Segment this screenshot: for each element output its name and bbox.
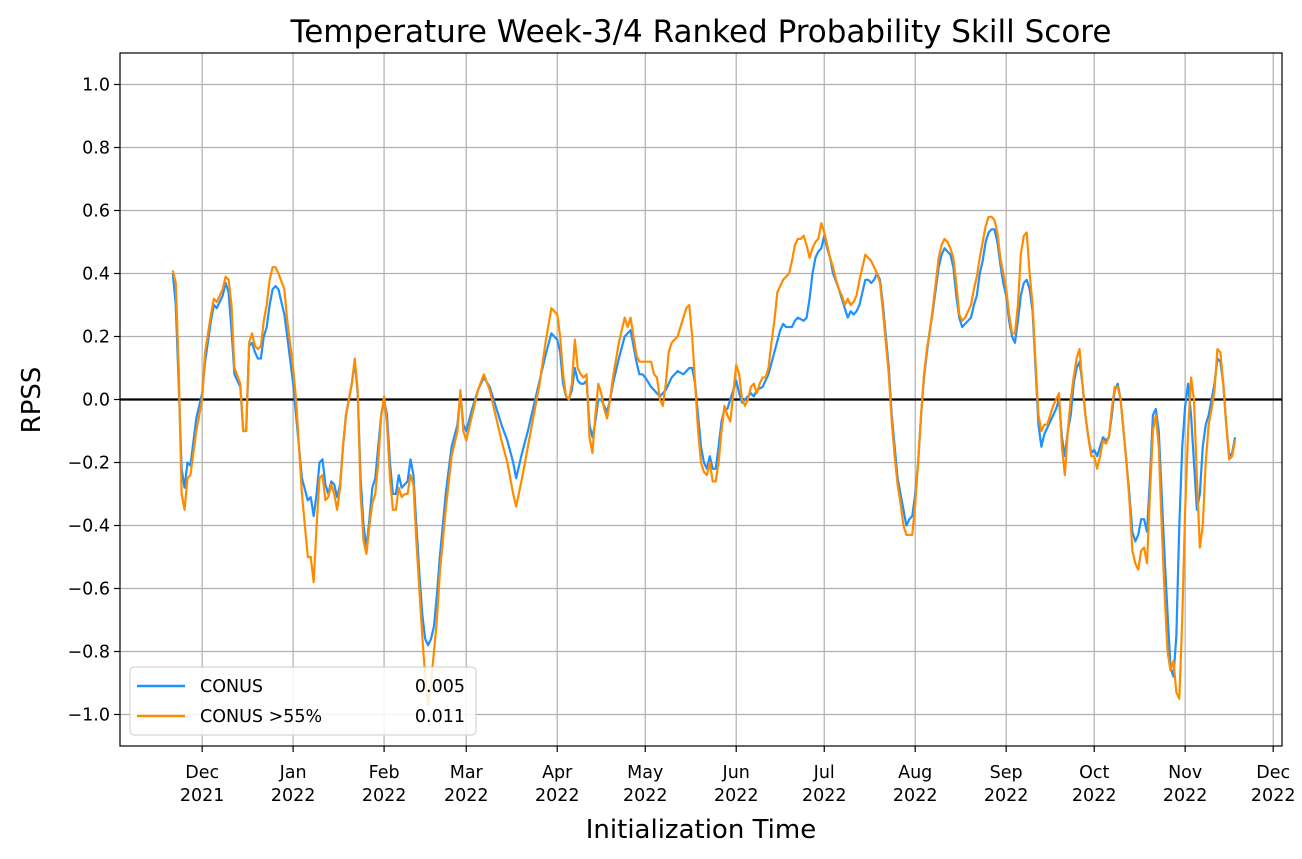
legend-box — [129, 666, 477, 736]
y-axis-label: RPSS — [17, 367, 47, 434]
x-tick-label-month: Jan — [279, 763, 307, 783]
y-tick-label: 0.6 — [82, 202, 110, 222]
y-tick-label: −0.4 — [68, 517, 111, 537]
y-tick-label: 0.4 — [82, 265, 110, 285]
x-tick-label-year: 2022 — [623, 786, 668, 806]
x-tick-label-month: Dec — [1256, 763, 1290, 783]
legend-series-value: 0.005 — [415, 677, 465, 697]
y-tick-label: −0.2 — [68, 454, 111, 474]
x-tick-label-month: Aug — [898, 763, 932, 783]
x-axis: Dec 2021 Jan 2022 Feb 2022 Mar 2022 Apr 2022 May 20… — [180, 746, 1296, 806]
legend: CONUS 0.005 CONUS >55% 0.011 — [129, 666, 477, 736]
y-tick-label: −1.0 — [68, 706, 111, 726]
x-tick-label-month: Feb — [369, 763, 400, 783]
x-tick-label-year: 2022 — [893, 786, 938, 806]
x-tick-label-month: Sep — [990, 763, 1023, 783]
x-tick-label-year: 2022 — [714, 786, 759, 806]
x-tick-label-month: Jun — [722, 763, 750, 783]
legend-series-name: CONUS >55% — [200, 707, 322, 727]
x-tick-label-month: Mar — [450, 763, 484, 783]
x-tick-label-year: 2022 — [802, 786, 847, 806]
y-tick-label: 0.8 — [82, 139, 110, 159]
x-tick-label-month: Nov — [1168, 763, 1202, 783]
x-tick-label-year: 2022 — [362, 786, 407, 806]
chart-title: Temperature Week-3/4 Ranked Probability … — [290, 14, 1112, 50]
y-tick-label: 1.0 — [82, 76, 110, 96]
x-axis-label: Initialization Time — [586, 815, 816, 845]
y-tick-label: −0.6 — [68, 580, 111, 600]
series-lines — [171, 215, 1237, 707]
y-tick-label: −0.8 — [68, 643, 111, 663]
y-tick-label: 0.0 — [82, 391, 110, 411]
legend-series-name: CONUS — [200, 677, 263, 697]
x-tick-label-year: 2022 — [1251, 786, 1296, 806]
x-tick-label-year: 2022 — [1163, 786, 1208, 806]
x-tick-label-year: 2022 — [271, 786, 316, 806]
x-tick-label-month: May — [627, 763, 663, 783]
y-axis: −1.0 −0.8 −0.6 −0.4 −0.2 0.0 0.2 0.4 0.6 0.8 1.0 — [68, 76, 120, 726]
x-tick-label-month: Jul — [813, 763, 835, 783]
x-tick-label-year: 2021 — [180, 786, 225, 806]
x-tick-label-year: 2022 — [984, 786, 1029, 806]
x-tick-label-year: 2022 — [1072, 786, 1117, 806]
y-tick-label: 0.2 — [82, 328, 110, 348]
x-tick-label-month: Dec — [185, 763, 219, 783]
x-tick-label-month: Oct — [1079, 763, 1109, 783]
x-tick-label-month: Apr — [542, 763, 573, 783]
series-line-conus-gt-55 — [171, 215, 1237, 707]
x-tick-label-year: 2022 — [535, 786, 580, 806]
x-tick-label-year: 2022 — [444, 786, 489, 806]
legend-series-value: 0.011 — [415, 707, 465, 727]
